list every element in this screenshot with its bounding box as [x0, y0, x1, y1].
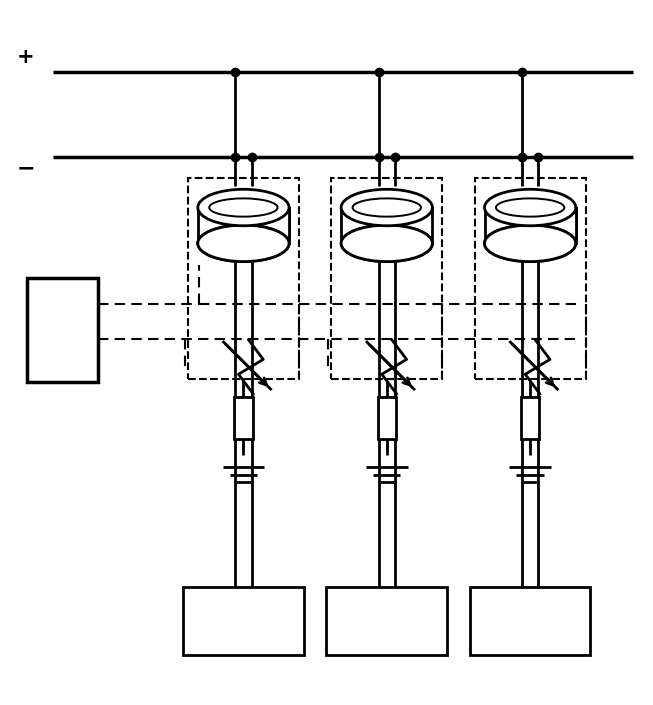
Bar — [326, 587, 447, 656]
Bar — [475, 178, 586, 379]
Ellipse shape — [198, 225, 289, 262]
Bar — [197, 207, 291, 243]
Text: +: + — [17, 47, 35, 67]
Bar — [27, 278, 99, 382]
Ellipse shape — [496, 198, 564, 216]
Text: −: − — [17, 159, 36, 178]
Bar — [521, 397, 539, 439]
Ellipse shape — [341, 225, 432, 262]
Ellipse shape — [485, 189, 576, 226]
Ellipse shape — [341, 225, 432, 262]
Bar — [188, 178, 299, 379]
Ellipse shape — [198, 225, 289, 262]
Bar — [340, 207, 434, 243]
Bar — [234, 397, 253, 439]
Ellipse shape — [485, 225, 576, 262]
Ellipse shape — [353, 198, 421, 216]
Ellipse shape — [341, 189, 432, 226]
Bar — [377, 397, 396, 439]
Ellipse shape — [198, 189, 289, 226]
Bar — [183, 587, 304, 656]
Bar — [331, 178, 442, 379]
Ellipse shape — [485, 225, 576, 262]
Ellipse shape — [209, 198, 278, 216]
Bar — [483, 207, 577, 243]
Bar — [470, 587, 590, 656]
